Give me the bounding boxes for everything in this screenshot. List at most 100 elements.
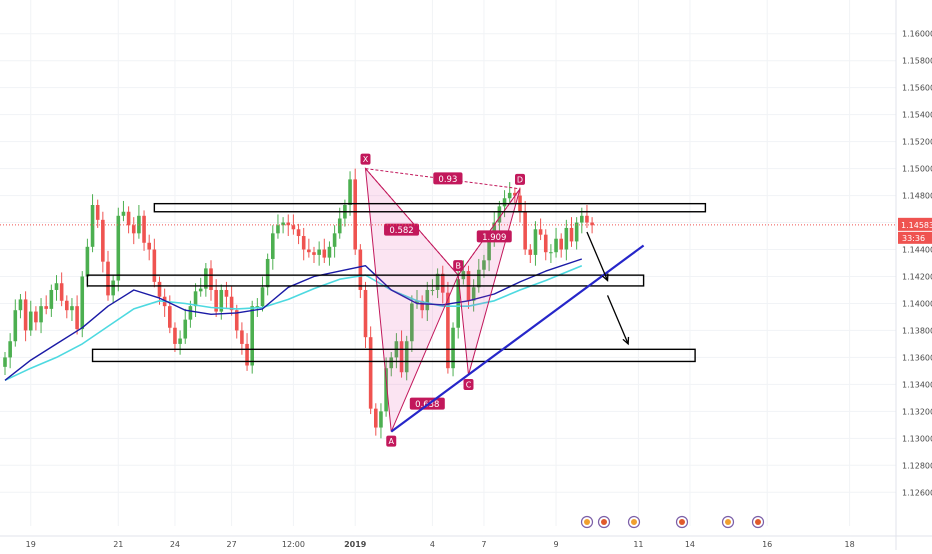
candle-body-67	[348, 179, 352, 206]
candle-body-49	[255, 306, 260, 308]
arrow-line-0	[586, 231, 609, 281]
candle-body-33	[173, 327, 177, 344]
y-tick-label-12: 1.13600	[902, 353, 932, 362]
candle-body-79	[410, 303, 414, 342]
x-tick-label-5: 2019	[344, 540, 367, 549]
candle-body-27	[142, 215, 146, 243]
event-marker-2[interactable]	[627, 515, 641, 529]
y-tick-label-0: 1.16000	[902, 30, 932, 39]
candle-body-41	[214, 289, 218, 312]
candle-body-40	[209, 268, 213, 290]
candle-body-65	[337, 218, 342, 234]
point-label-bg-D	[515, 173, 525, 185]
candle-body-47	[245, 343, 249, 366]
candle-body-64	[332, 233, 337, 247]
ma-fast-line	[4, 258, 583, 381]
y-tick-label-1: 1.15800	[902, 57, 932, 66]
price-badge	[898, 217, 932, 231]
candle-body-50	[260, 287, 265, 307]
candle-body-44	[229, 296, 234, 311]
candle-body-73	[379, 411, 383, 428]
candle-body-42	[219, 289, 224, 312]
candle-body-24	[126, 211, 131, 226]
event-marker-dot-3	[679, 519, 685, 525]
candle-body-74	[384, 368, 388, 412]
candle-body-112	[580, 215, 584, 223]
event-marker-dot-1	[601, 519, 607, 525]
y-tick-label-9: 1.14200	[902, 272, 932, 281]
candle-body-35	[183, 319, 188, 339]
candle-body-30	[157, 281, 162, 297]
candle-body-25	[131, 225, 136, 234]
candle-body-43	[224, 289, 229, 297]
candle-body-48	[250, 306, 254, 366]
x-tick-label-4: 12:00	[282, 540, 305, 549]
candle-body-29	[152, 249, 157, 282]
candle-body-83	[430, 289, 435, 291]
candle-body-111	[574, 222, 579, 242]
candle-body-105	[543, 234, 548, 253]
y-tick-label-5: 1.15000	[902, 165, 932, 174]
candle-body-84	[435, 273, 440, 290]
ratio-label-bg-2	[476, 230, 512, 243]
x-tick-label-1: 21	[113, 540, 123, 549]
x-tick-label-9: 11	[633, 540, 643, 549]
candle-body-54	[281, 222, 285, 226]
y-tick-label-14: 1.13200	[902, 407, 932, 416]
candle-body-38	[198, 288, 203, 292]
y-tick-label-2: 1.15600	[902, 84, 932, 93]
candle-body-3	[18, 299, 23, 311]
candle-body-37	[193, 291, 198, 307]
candle-body-39	[204, 268, 208, 289]
candle-body-56	[291, 225, 296, 230]
candle-body-94	[487, 241, 491, 261]
y-tick-label-11: 1.13800	[902, 326, 932, 335]
candle-body-32	[168, 306, 172, 328]
candle-body-1	[8, 341, 12, 358]
point-label-X: X	[363, 155, 369, 164]
arrow-head-0	[601, 273, 609, 282]
candle-body-9	[49, 289, 54, 309]
point-label-B: B	[455, 262, 461, 271]
candle-body-77	[399, 341, 404, 373]
trendline	[390, 244, 645, 433]
candle-body-51	[265, 258, 270, 288]
y-tick-label-10: 1.14000	[902, 299, 932, 308]
candle-body-110	[569, 227, 574, 242]
candle-body-60	[312, 252, 316, 255]
candle-body-12	[65, 300, 69, 311]
point-label-A: A	[389, 437, 395, 446]
candle-body-55	[286, 222, 291, 226]
ratio-label-1: 0.93	[438, 175, 457, 185]
point-label-bg-A	[386, 435, 397, 447]
event-marker-1[interactable]	[597, 515, 611, 529]
candle-body-15	[80, 276, 85, 330]
candle-body-68	[353, 179, 357, 250]
point-label-bg-B	[453, 260, 464, 272]
candle-body-113	[585, 215, 589, 223]
event-marker-0[interactable]	[580, 515, 594, 529]
pattern-bd-line	[457, 188, 521, 276]
candle-body-93	[482, 260, 486, 270]
candle-body-7	[39, 306, 43, 323]
pattern-bcd-fill	[457, 188, 521, 376]
event-marker-4[interactable]	[721, 515, 735, 529]
candle-body-97	[502, 198, 507, 207]
candle-body-88	[456, 279, 460, 328]
ratio-label-bg-0	[384, 223, 420, 236]
arrow-line-1	[606, 295, 629, 345]
candle-body-63	[327, 246, 332, 258]
event-marker-5[interactable]	[751, 515, 765, 529]
ma-slow-line	[4, 264, 583, 382]
ratio-label-0: 0.582	[389, 226, 413, 236]
zone-box-2	[91, 348, 696, 363]
candle-body-102	[528, 249, 533, 255]
candle-body-62	[322, 249, 327, 258]
price-badge-label: 1.14583	[901, 221, 932, 230]
candle-body-92	[477, 269, 481, 288]
candle-body-5	[28, 311, 33, 331]
event-marker-3[interactable]	[675, 515, 689, 529]
x-tick-label-3: 27	[227, 540, 237, 549]
